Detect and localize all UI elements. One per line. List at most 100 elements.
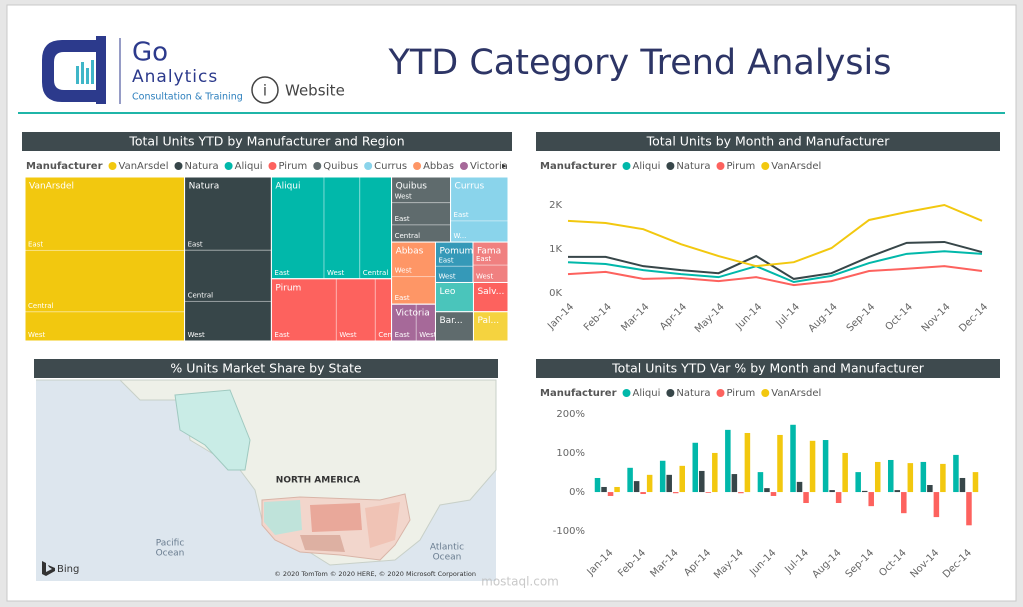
chart-title: Total Units YTD by Manufacturer and Regi… (128, 134, 404, 149)
bar (829, 490, 835, 493)
legend-title: Manufacturer (540, 388, 617, 399)
series-line (567, 250, 983, 284)
logo-bar (86, 68, 89, 84)
bar (888, 459, 894, 493)
treemap-label: Pomum (439, 247, 473, 257)
bar (959, 477, 966, 493)
bar (705, 492, 712, 493)
map-label: Ocean (433, 553, 462, 563)
logo-bar (76, 66, 79, 84)
series-line (567, 203, 983, 268)
bar (894, 490, 901, 493)
watermark: mostaql.com (481, 575, 559, 589)
y-tick-label: 0K (549, 288, 562, 299)
legend-marker (622, 389, 631, 397)
bar (699, 470, 705, 493)
treemap-region-label: Central (363, 269, 389, 277)
legend-label: Victoria (470, 161, 508, 172)
legend-label: Abbas (423, 161, 454, 172)
bar (640, 492, 646, 495)
treemap-region-label: West (419, 331, 436, 339)
bar (835, 492, 842, 504)
bar (764, 488, 770, 493)
logo-text: Go (132, 38, 168, 68)
bar (920, 461, 927, 493)
treemap-region-label: East (454, 211, 469, 219)
website-link[interactable]: Website (285, 82, 345, 100)
series-line (568, 240, 983, 280)
legend-label: VanArsdel (771, 388, 821, 399)
series-line (567, 265, 983, 287)
bar (757, 472, 764, 493)
treemap-cell (24, 249, 186, 313)
treemap-label: Pirum (275, 283, 301, 293)
bar (659, 460, 666, 493)
map-base (36, 379, 497, 581)
treemap-region-label: West (395, 267, 412, 275)
treemap-region-label: East (395, 215, 410, 223)
treemap-region-label: East (395, 331, 410, 339)
chart-title-bar (34, 359, 498, 378)
chart-title-bar (22, 132, 512, 151)
bar (940, 463, 946, 493)
treemap-cell (24, 311, 186, 342)
bar (953, 454, 959, 493)
logo-bar (91, 60, 94, 84)
treemap-region-label: East (188, 240, 203, 248)
legend-label: Natura (676, 388, 710, 399)
treemap-region-label: East (274, 331, 289, 339)
info-icon[interactable] (251, 76, 279, 104)
treemap-region-label: East (476, 255, 491, 263)
bar (874, 461, 881, 493)
treemap-region-label: Central (395, 232, 421, 240)
treemap-label: Bar... (439, 316, 462, 326)
legend-label: Currus (374, 161, 407, 172)
map-attribution: © 2020 TomTom © 2020 HERE, © 2020 Micros… (274, 570, 476, 578)
bar (607, 492, 614, 496)
treemap-label: Victoria (396, 309, 430, 319)
logo-bar (81, 62, 84, 84)
bar (712, 452, 718, 493)
website-button[interactable]: i Website (251, 76, 345, 104)
map-region (365, 502, 400, 548)
legend-marker (413, 162, 422, 170)
chart-title: % Units Market Share by State (170, 361, 361, 376)
treemap-region-label: Central (188, 291, 214, 299)
treemap-label: Pal... (477, 316, 499, 326)
bar (614, 486, 620, 493)
legend-label: Natura (676, 161, 710, 172)
bar (966, 492, 972, 526)
treemap-cell (24, 176, 186, 251)
map-label: Ocean (156, 549, 185, 559)
bing-logo (42, 561, 55, 576)
treemap-cell (435, 282, 474, 312)
treemap-cell (473, 282, 508, 312)
bar (868, 492, 874, 507)
logo-text: Analytics (132, 67, 218, 87)
legend-label: Pirum (278, 161, 307, 172)
legend-marker (761, 162, 770, 170)
bar (901, 492, 907, 514)
treemap-label: Salv... (477, 287, 504, 297)
legend-marker (364, 162, 373, 170)
legend-marker (313, 162, 322, 170)
treemap-region-label: East (28, 240, 43, 248)
treemap-label: Abbas (396, 247, 424, 257)
treemap-label: Leo (439, 287, 455, 297)
bar (646, 474, 653, 493)
map-label: NORTH AMERICA (276, 476, 360, 486)
y-tick-label: 2K (549, 200, 562, 211)
legend-label: Aliqui (633, 161, 661, 172)
map-region (300, 535, 345, 552)
legend-marker (716, 162, 725, 170)
treemap-label: Quibus (396, 182, 428, 192)
chart-title: Total Units by Month and Manufacturer (646, 134, 891, 149)
info-icon[interactable]: i (263, 82, 267, 100)
legend-marker (666, 162, 675, 170)
bar (770, 492, 777, 496)
treemap-region-label: West (438, 272, 455, 280)
treemap-region-label: East (274, 269, 289, 277)
treemap-region-label: East (438, 256, 453, 264)
treemap-region-label: West (476, 272, 493, 280)
